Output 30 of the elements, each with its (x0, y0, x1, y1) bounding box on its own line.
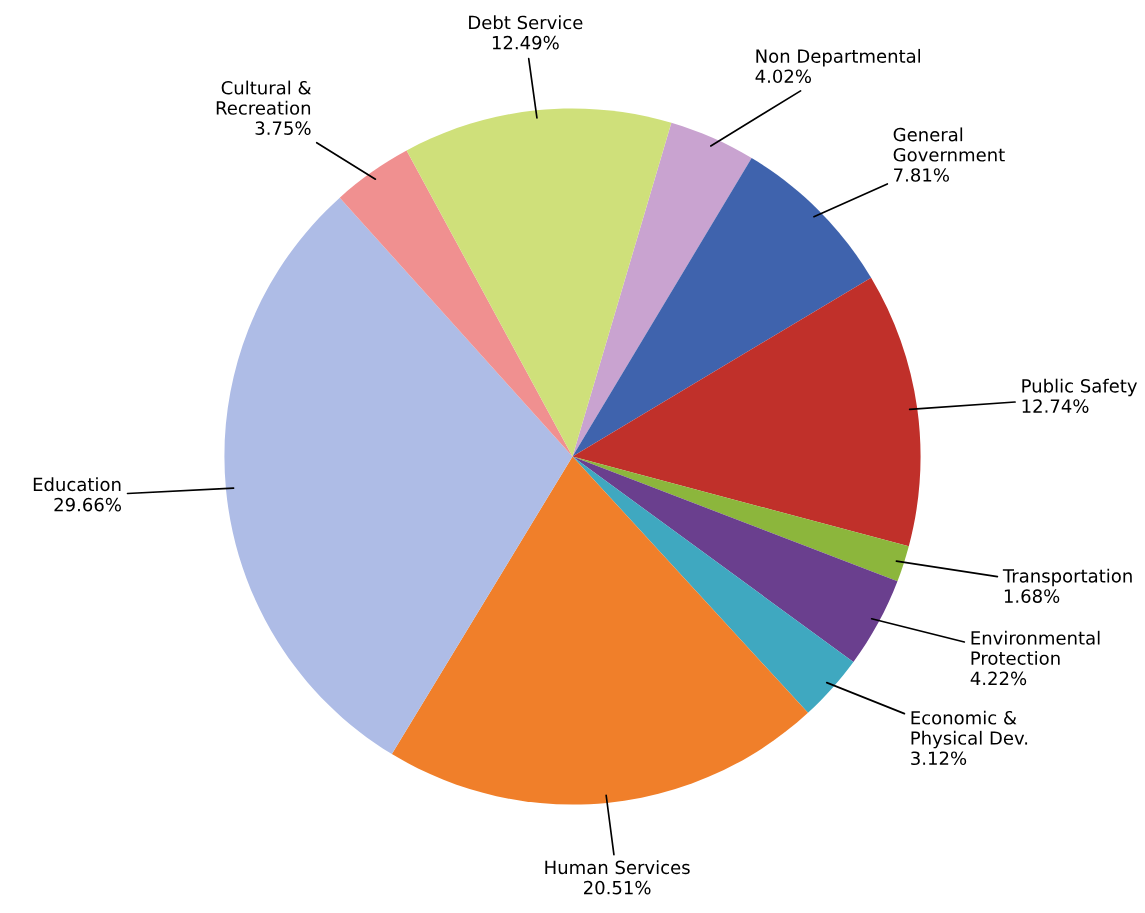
data-label: 4.02% (755, 69, 811, 84)
pie-slice (224, 197, 573, 755)
data-label: 4.22% (970, 671, 1027, 686)
pie-slice (391, 456, 808, 805)
slice-label: Education (33, 477, 121, 492)
pie-slice (572, 456, 854, 713)
slice-label: Environmental Protection (971, 630, 1100, 665)
pie-slice (572, 158, 872, 457)
slice-label: Non Departmental (756, 48, 921, 67)
slice-label: Debt Service (469, 15, 583, 30)
data-label: 3.12% (911, 751, 967, 766)
slice-label: Transportation (1002, 568, 1132, 587)
slice-label: General Government (893, 127, 1005, 162)
data-label: 1.68% (1004, 589, 1060, 603)
data-label: 7.81% (894, 168, 949, 182)
data-label: 20.51% (584, 880, 651, 895)
pie-slice (406, 108, 672, 457)
pie-slice (572, 122, 752, 457)
pie-slice (572, 456, 909, 582)
data-label: 12.74% (1022, 399, 1089, 413)
data-label: 12.49% (492, 35, 559, 50)
data-label: 3.75% (255, 121, 311, 136)
data-label: 29.66% (54, 497, 121, 512)
slice-label: Cultural & Recreation (216, 80, 312, 115)
pie-slice (572, 277, 921, 547)
slice-label: Human Services (545, 860, 690, 875)
slice-label: Economic & Physical Dev. (911, 710, 1028, 749)
pie-slice (572, 456, 898, 663)
slice-label: Public Safety (1022, 378, 1138, 397)
pie-slice (339, 150, 573, 457)
